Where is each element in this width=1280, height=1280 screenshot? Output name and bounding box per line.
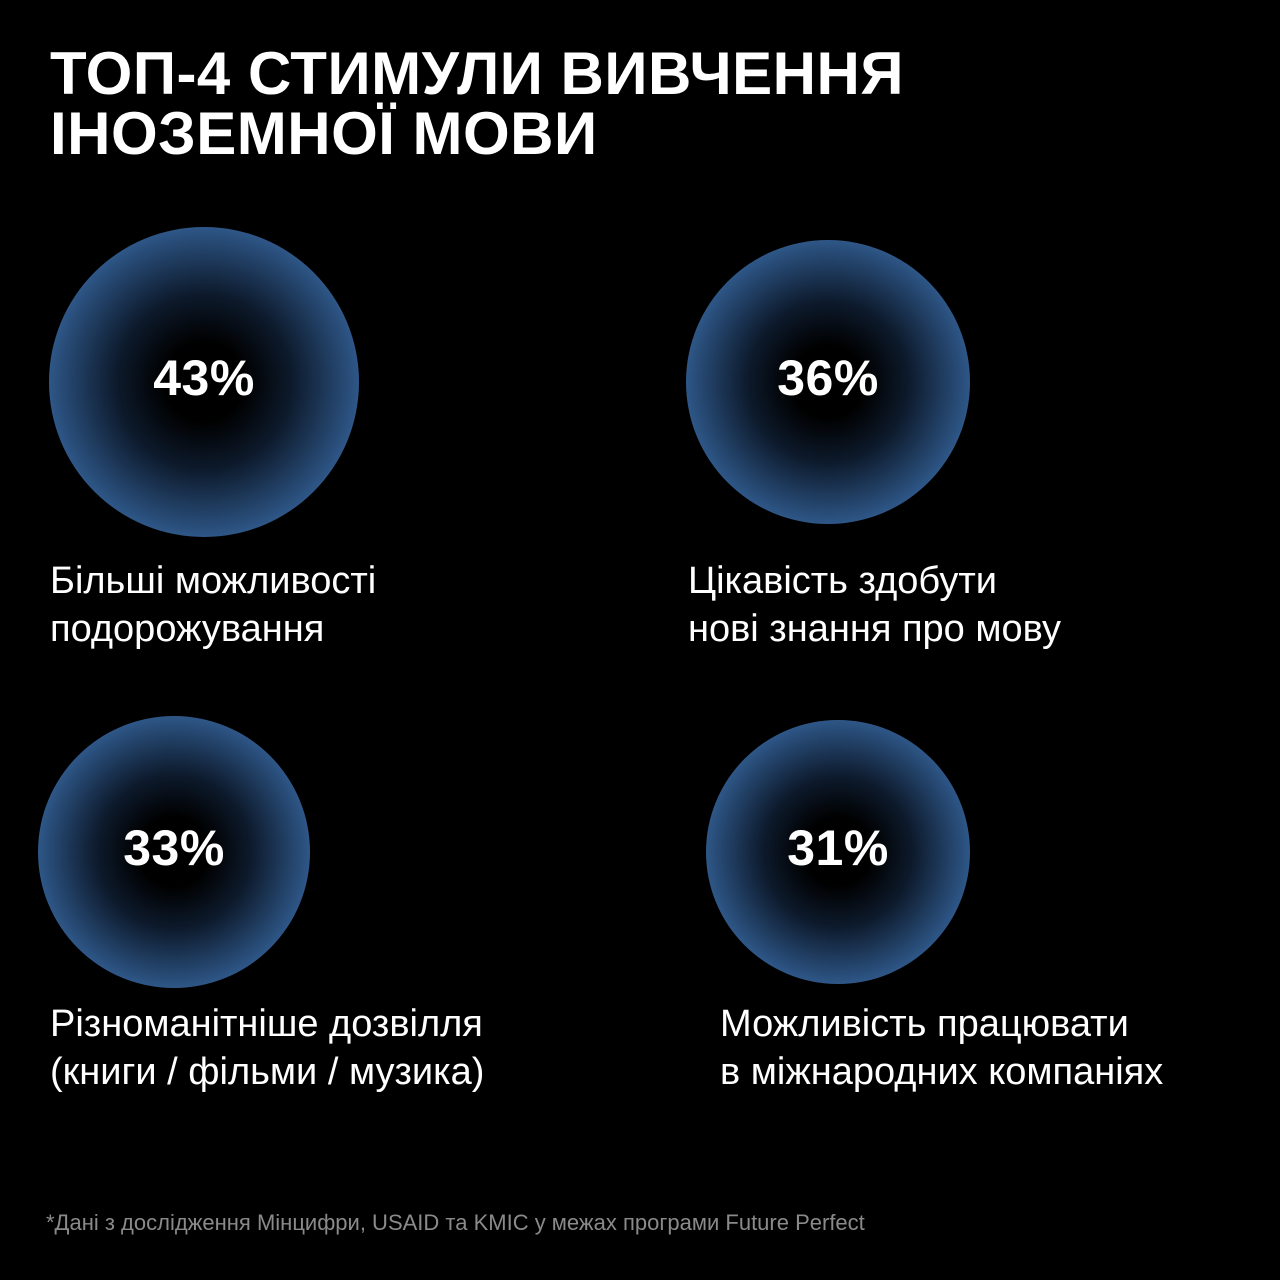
stat-value: 31% [787,820,889,876]
source-footnote: *Дані з дослідження Мінцифри, USAID та K… [46,1210,865,1235]
stat-caption-line: в міжнародних компаніях [720,1051,1164,1093]
stat-caption: Цікавість здобути нові знання про мову [688,557,1061,653]
stat-caption-line: Цікавість здобути [688,560,997,602]
stat-bubble: 33% [38,716,310,988]
stat-bubble: 31% [706,720,970,984]
title-line-2: ІНОЗЕМНОЇ МОВИ [50,100,598,167]
stat-value: 33% [123,820,225,876]
page-title: ТОП-4 СТИМУЛИ ВИВЧЕННЯ ІНОЗЕМНОЇ МОВИ [50,44,1050,164]
stat-caption: Більші можливості подорожування [50,557,376,653]
stat-caption-line: нові знання про мову [688,608,1061,650]
stat-bubble: 36% [686,240,970,524]
stat-caption-line: Різноманітніше дозвілля [50,1003,483,1045]
stat-caption-line: Можливість працювати [720,1003,1129,1045]
stat-caption-line: Більші можливості [50,560,377,602]
stat-value: 36% [777,350,879,406]
stat-bubble: 43% [49,227,359,537]
stat-caption-line: подорожування [50,608,325,650]
stat-caption: Різноманітніше дозвілля (книги / фільми /… [50,1000,484,1096]
stat-value: 43% [153,350,255,406]
stat-caption: Можливість працювати в міжнародних компан… [720,1000,1163,1096]
title-line-1: ТОП-4 СТИМУЛИ ВИВЧЕННЯ [50,40,904,107]
stat-caption-line: (книги / фільми / музика) [50,1051,485,1093]
